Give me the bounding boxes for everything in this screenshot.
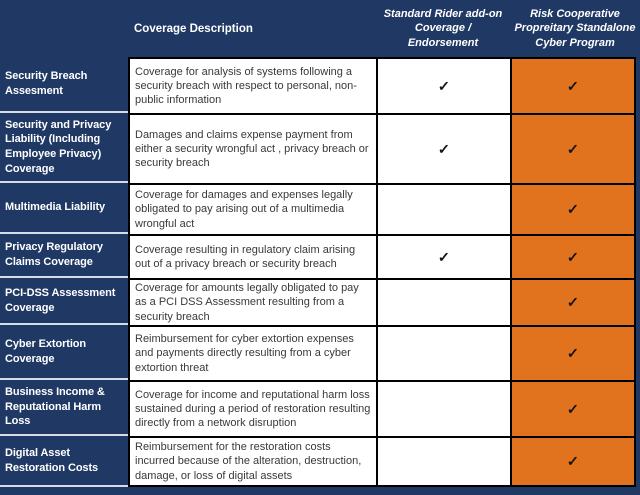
- coverage-description-cell: Coverage for amounts legally obligated t…: [130, 280, 376, 325]
- row-labels: Security Breach Assesment Security and Pr…: [0, 57, 128, 495]
- checkmark-icon: ✓: [566, 453, 580, 469]
- coverage-description-cell: Reimbursement for cyber extortion expens…: [130, 327, 376, 380]
- checkmark-icon: ✓: [566, 140, 580, 157]
- checkmark-icon: ✓: [437, 248, 451, 265]
- checkmark-icon: ✓: [566, 201, 580, 217]
- header-risk-cooperative: Risk Cooperative Propreitary Standalone …: [514, 7, 636, 49]
- risk-cooperative-cell: ✓: [512, 382, 634, 436]
- table-header-row: Coverage Description Standard Rider add-…: [0, 0, 640, 57]
- coverage-description-cell: Coverage resulting in regulatory claim a…: [130, 236, 376, 278]
- standard-rider-cell: [378, 382, 510, 436]
- row-label: Cyber Extortion Coverage: [0, 325, 128, 380]
- standard-rider-cell: [378, 327, 510, 380]
- header-coverage-description: Coverage Description: [134, 22, 253, 35]
- coverage-description-cell: Coverage for damages and expenses legall…: [130, 185, 376, 234]
- risk-cooperative-cell: ✓: [512, 327, 634, 380]
- standard-rider-cell: ✓: [378, 59, 510, 113]
- table-body-grid: Coverage for analysis of systems followi…: [128, 57, 636, 487]
- row-label: PCI-DSS Assessment Coverage: [0, 278, 128, 325]
- checkmark-icon: ✓: [437, 140, 451, 157]
- standard-rider-cell: [378, 185, 510, 234]
- coverage-description-cell: Coverage for income and reputational har…: [130, 382, 376, 436]
- risk-cooperative-cell: ✓: [512, 236, 634, 278]
- risk-cooperative-cell: ✓: [512, 438, 634, 485]
- row-label: Business Income & Reputational Harm Loss: [0, 380, 128, 436]
- row-label: Digital Asset Restoration Costs: [0, 436, 128, 487]
- row-label: Privacy Regulatory Claims Coverage: [0, 234, 128, 278]
- header-spacer: [0, 0, 128, 57]
- checkmark-icon: ✓: [566, 400, 580, 417]
- checkmark-icon: ✓: [437, 77, 451, 94]
- standard-rider-cell: [378, 438, 510, 485]
- risk-cooperative-cell: ✓: [512, 115, 634, 183]
- risk-cooperative-cell: ✓: [512, 59, 634, 113]
- risk-cooperative-cell: ✓: [512, 185, 634, 234]
- standard-rider-cell: ✓: [378, 236, 510, 278]
- risk-cooperative-cell: ✓: [512, 280, 634, 325]
- coverage-description-cell: Damages and claims expense payment from …: [130, 115, 376, 183]
- checkmark-icon: ✓: [566, 294, 580, 310]
- checkmark-icon: ✓: [566, 248, 580, 265]
- row-label: Security Breach Assesment: [0, 57, 128, 113]
- standard-rider-cell: [378, 280, 510, 325]
- row-label: Security and Privacy Liability (Includin…: [0, 113, 128, 183]
- coverage-description-cell: Coverage for analysis of systems followi…: [130, 59, 376, 113]
- checkmark-icon: ✓: [566, 345, 580, 361]
- row-label: Multimedia Liability: [0, 183, 128, 234]
- header-standard-rider: Standard Rider add-on Coverage / Endorse…: [383, 7, 503, 49]
- standard-rider-cell: ✓: [378, 115, 510, 183]
- checkmark-icon: ✓: [566, 77, 580, 94]
- coverage-description-cell: Reimbursement for the restoration costs …: [130, 438, 376, 485]
